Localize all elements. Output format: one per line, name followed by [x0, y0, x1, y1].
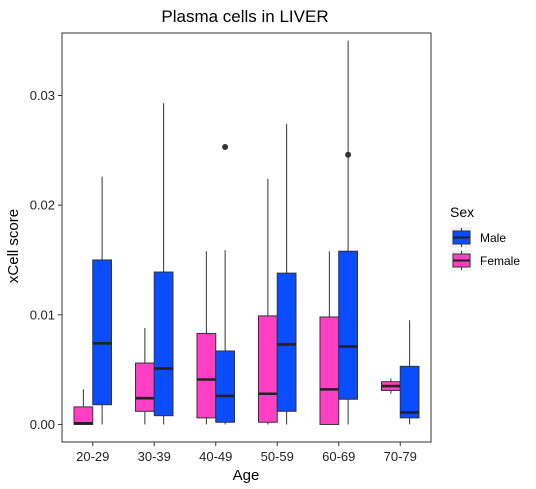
x-tick-label: 40-49: [199, 449, 232, 464]
legend: Sex Male Female: [450, 204, 520, 271]
y-tick-label: 0.03: [30, 88, 55, 103]
box-body: [215, 350, 236, 423]
box-male-70-79: [399, 320, 420, 425]
x-axis: 20-29 30-39 40-49 50-59 60-69 70-79: [76, 442, 417, 464]
legend-label-female: Female: [480, 254, 520, 268]
y-tick-label: 0.01: [30, 307, 55, 322]
box-body: [338, 250, 359, 400]
legend-label-male: Male: [480, 231, 506, 245]
box-body: [319, 316, 340, 425]
box-female-30-39: [134, 327, 155, 425]
box-body: [196, 332, 217, 419]
box-body: [134, 362, 155, 412]
box-female-20-29: [73, 389, 94, 425]
outlier-point: [345, 151, 352, 158]
box-body: [92, 259, 113, 406]
box-male-50-59: [276, 124, 297, 425]
chart-title: Plasma cells in LIVER: [161, 7, 328, 26]
box-female-50-59: [257, 178, 278, 425]
x-tick-label: 60-69: [322, 449, 355, 464]
box-male-30-39: [153, 103, 174, 425]
y-tick-label: 0.00: [30, 417, 55, 432]
box-male-40-49: [215, 144, 236, 425]
box-male-60-69: [338, 40, 359, 425]
box-body: [153, 271, 174, 417]
x-tick-label: 30-39: [138, 449, 171, 464]
y-axis: 0.00 0.01 0.02 0.03: [30, 88, 62, 432]
plot-panel: [61, 32, 432, 443]
y-tick-label: 0.02: [30, 198, 55, 213]
legend-title: Sex: [450, 204, 474, 220]
box-body: [276, 272, 297, 412]
legend-key-male: [451, 227, 472, 248]
x-tick-label: 50-59: [261, 449, 294, 464]
box-series: [73, 40, 420, 425]
y-axis-label: xCell score: [5, 209, 22, 283]
box-body: [73, 406, 94, 425]
box-body: [399, 365, 420, 419]
box-female-40-49: [196, 251, 217, 425]
outlier-point: [222, 144, 229, 151]
x-tick-label: 70-79: [384, 449, 417, 464]
x-axis-label: Age: [233, 467, 260, 484]
box-female-60-69: [319, 251, 340, 425]
legend-key-female: [451, 250, 472, 271]
box-male-20-29: [92, 176, 113, 425]
box-body: [257, 315, 278, 423]
x-tick-label: 20-29: [76, 449, 109, 464]
